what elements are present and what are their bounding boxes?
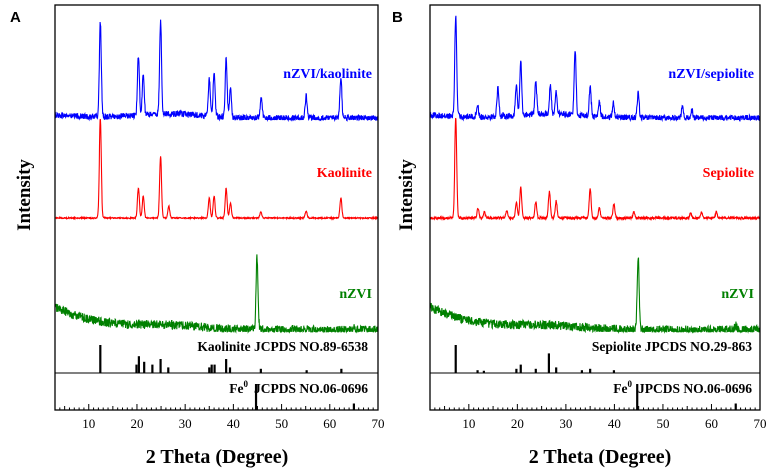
panel-b-reference-patterns: [430, 345, 760, 411]
panel-b-letter: B: [392, 9, 403, 26]
panel-a-label-kaolinite: Kaolinite: [317, 166, 372, 181]
panel-a-traces: [54, 19, 379, 334]
panel-a-ref-label-fe: Fe0 JCPDS NO.06-0696: [229, 379, 368, 396]
panel-a-ref-label-kaolinite: Kaolinite JCPDS NO.89-6538: [197, 339, 368, 354]
panel-a-tick-label-40: 40: [227, 416, 240, 431]
panel-b-tick-label-60: 60: [705, 416, 718, 431]
panel-a-x-axis-label: 2 Theta (Degree): [146, 446, 289, 468]
panel-a-tick-label-30: 30: [179, 416, 192, 431]
panel-b-tick-label-70: 70: [754, 416, 767, 431]
panel-b-x-axis-label: 2 Theta (Degree): [529, 446, 672, 468]
panel-a: A Intensity 2 Theta (Degree) nZVI/kaolin…: [10, 4, 385, 468]
panel-a-label-nzvi: nZVI: [339, 287, 372, 302]
panel-a-tick-label-60: 60: [323, 416, 336, 431]
panel-b-label-nzvi-sepiolite: nZVI/sepiolite: [668, 67, 754, 82]
panel-b-series-nzvi-sepiolite-line: [429, 15, 761, 123]
panel-a-series-kaolinite-line: [54, 118, 379, 221]
panel-b-y-axis-label: Intensity: [396, 159, 417, 231]
panel-b-label-sepiolite: Sepiolite: [703, 166, 754, 181]
panel-a-x-ticks: 10 20 30 40 50 60 70: [54, 404, 385, 431]
panel-b: B Intensity 2 Theta (Degree) nZVI/sepiol…: [392, 4, 767, 468]
panel-a-tick-label-70: 70: [372, 416, 385, 431]
panel-b-tick-label-40: 40: [608, 416, 621, 431]
panel-a-frame: [54, 4, 379, 411]
panel-a-letter: A: [10, 9, 21, 26]
panel-b-tick-label-50: 50: [656, 416, 669, 431]
panel-b-series-nzvi-line: [429, 257, 761, 334]
panel-a-series-nzvi-kaolinite-line: [54, 19, 379, 123]
panel-a-tick-label-50: 50: [275, 416, 288, 431]
panel-b-x-ticks: 10 20 30 40 50 60 70: [429, 404, 767, 431]
panel-b-series-sepiolite-line: [430, 117, 761, 222]
panel-a-tick-label-20: 20: [130, 416, 143, 431]
panel-b-tick-label-20: 20: [511, 416, 524, 431]
panel-b-ref-label-sepiolite: Sepiolite JPCDS NO.29-863: [592, 339, 752, 354]
panel-a-label-nzvi-kaolinite: nZVI/kaolinite: [283, 67, 372, 82]
panel-a-reference-patterns: [55, 345, 378, 411]
panel-a-tick-label-10: 10: [82, 416, 95, 431]
panel-a-series-nzvi-line: [54, 254, 379, 334]
panel-b-tick-label-30: 30: [559, 416, 572, 431]
panel-b-label-nzvi: nZVI: [721, 287, 754, 302]
panel-a-y-axis-label: Intensity: [14, 159, 35, 231]
panel-b-traces: [429, 15, 761, 334]
panel-b-tick-label-10: 10: [462, 416, 475, 431]
panel-b-ref-label-fe: Fe0 JPCDS NO.06-0696: [613, 379, 752, 396]
